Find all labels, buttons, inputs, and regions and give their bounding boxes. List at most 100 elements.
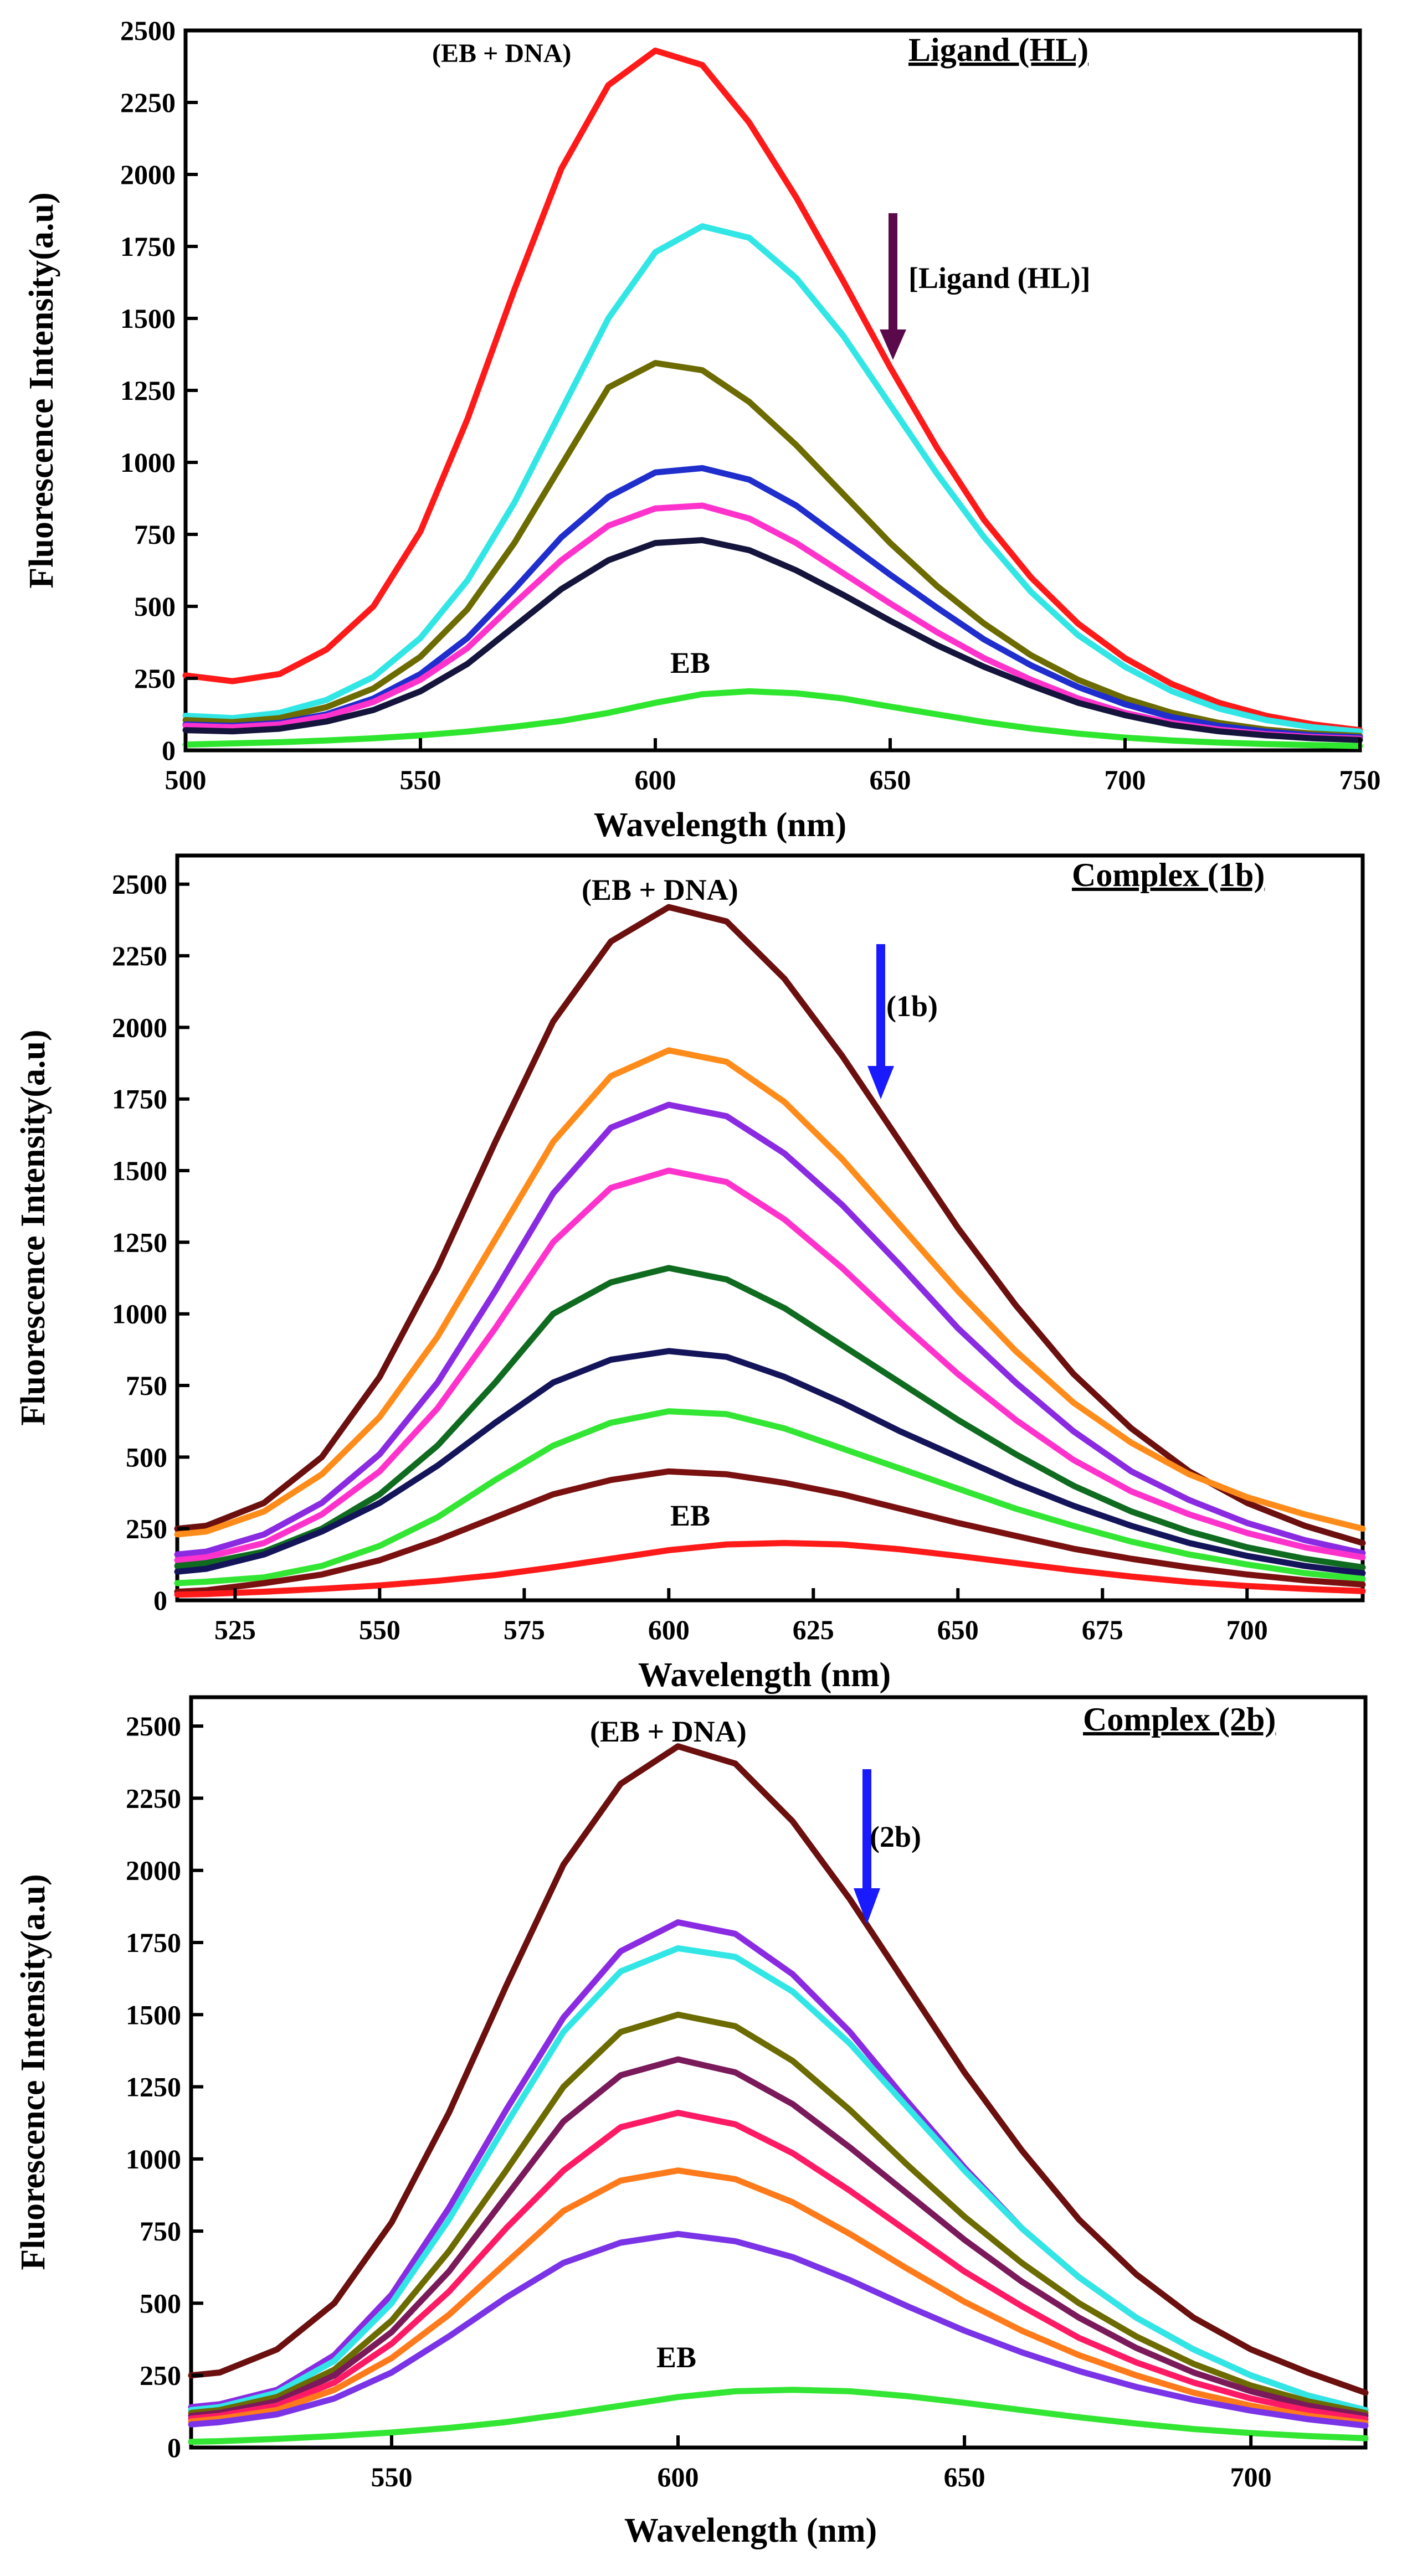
x-tick-label: 500 — [165, 764, 207, 795]
y-tick-label: 750 — [140, 2216, 181, 2247]
panel-complex-2b: 550 600 650 700 0 250 500 750 1000 1250 1500 1750 20… — [14, 1695, 1369, 2549]
plot-frame — [183, 28, 1362, 753]
series-line-5 — [188, 2110, 1369, 2423]
x-tick-label: 550 — [400, 764, 441, 795]
y-tick-label: 1750 — [126, 1927, 181, 1958]
y-tick-label: 250 — [134, 663, 176, 694]
eb-label: EB — [670, 646, 710, 679]
panel-ligand-hl: 500 550 600 650 700 750 0 250 500 750 1000 1250 1500… — [23, 15, 1381, 844]
y-tick-label: 750 — [126, 1370, 167, 1401]
arrow-label: (1b) — [886, 990, 938, 1023]
y-tick-label: 1750 — [120, 231, 176, 262]
series-line-0 — [182, 47, 1363, 734]
y-tick-label: 1250 — [126, 2072, 181, 2103]
y-tick-label: 2000 — [126, 1855, 181, 1886]
x-tick-label: 575 — [504, 1614, 545, 1645]
series-line-7 — [188, 2230, 1369, 2429]
x-tick-label: 550 — [359, 1614, 400, 1645]
panel-title: Ligand (HL) — [908, 32, 1088, 68]
x-tick-label: 750 — [1339, 764, 1381, 795]
y-tick-label: 0 — [162, 735, 176, 766]
arrow-down-icon — [880, 213, 906, 360]
series-line-8 — [188, 2387, 1369, 2445]
y-tick-label: 1000 — [120, 447, 176, 478]
x-tick-label: 600 — [648, 1614, 690, 1645]
x-tick-label: 675 — [1082, 1614, 1123, 1645]
x-axis-label: Wavelength (nm) — [638, 1656, 891, 1694]
y-tick-label: 1250 — [112, 1227, 167, 1258]
y-axis-label: Fluorescence Intensity(a.u) — [14, 1874, 52, 2270]
y-tick-label: 1500 — [112, 1155, 167, 1186]
arrow-label: [Ligand (HL)] — [908, 261, 1091, 295]
eb-label: EB — [656, 2341, 696, 2374]
y-tick-label: 250 — [126, 1513, 167, 1544]
y-tick-label: 1750 — [112, 1084, 167, 1115]
series-line-1 — [174, 1047, 1366, 1538]
panel-title: Complex (1b) — [1072, 857, 1265, 893]
y-tick-label: 500 — [140, 2288, 181, 2319]
x-tick-label: 700 — [1226, 1614, 1268, 1645]
y-tick-label: 2500 — [112, 869, 167, 900]
y-tick-label: 2000 — [120, 159, 176, 190]
arrow-down-icon — [867, 944, 894, 1099]
series-line-0 — [188, 1743, 1369, 2396]
x-tick-label: 700 — [1105, 764, 1146, 795]
eb-label: EB — [670, 1499, 710, 1532]
panel-title: Complex (2b) — [1083, 1701, 1276, 1738]
y-tick-label: 2250 — [120, 87, 176, 118]
x-tick-label: 650 — [944, 2461, 985, 2492]
x-tick-label: 650 — [937, 1614, 979, 1645]
series-line-5 — [182, 537, 1363, 743]
x-tick-label: 625 — [793, 1614, 834, 1645]
y-axis-label: Fluorescence Intensity(a.u) — [23, 192, 60, 588]
x-tick-label: 650 — [870, 764, 911, 795]
plot-frame — [189, 1695, 1368, 2450]
y-tick-label: 500 — [134, 591, 176, 622]
y-tick-label: 1500 — [120, 303, 176, 334]
series-line-2 — [182, 360, 1363, 739]
series-line-2 — [174, 1101, 1366, 1558]
x-tick-label: 600 — [635, 764, 676, 795]
y-tick-label: 2000 — [112, 1012, 167, 1043]
series-line-7 — [174, 1468, 1366, 1595]
x-axis-label: Wavelength (nm) — [624, 2512, 877, 2549]
series-line-3 — [182, 465, 1363, 741]
series-line-4 — [182, 502, 1363, 742]
peak-label: (EB + DNA) — [432, 39, 571, 68]
series-line-6 — [182, 688, 1363, 749]
x-tick-label: 600 — [658, 2461, 699, 2492]
y-tick-label: 2250 — [126, 1782, 181, 1813]
x-tick-label: 700 — [1230, 2461, 1272, 2492]
y-tick-label: 1000 — [112, 1299, 167, 1330]
series-line-6 — [188, 2167, 1369, 2426]
y-tick-label: 0 — [153, 1585, 167, 1616]
y-axis-label: Fluorescence Intensity(a.u) — [14, 1029, 52, 1425]
y-tick-label: 0 — [167, 2432, 181, 2463]
series-line-3 — [188, 2011, 1369, 2416]
y-tick-label: 1500 — [126, 1999, 181, 2030]
series-line-1 — [188, 1919, 1369, 2413]
panel-complex-1b: 525 550 575 600 625 650 675 700 0 250 500 750 1000 12… — [14, 853, 1366, 1694]
peak-label: (EB + DNA) — [590, 1715, 747, 1748]
x-axis-label: Wavelength (nm) — [594, 806, 846, 844]
arrow-label: (2b) — [870, 1820, 921, 1853]
peak-label: (EB + DNA) — [582, 873, 738, 906]
series-line-8 — [174, 1540, 1366, 1598]
series-line-1 — [182, 223, 1363, 735]
y-tick-label: 2250 — [112, 940, 167, 971]
y-tick-label: 2500 — [126, 1711, 181, 1742]
y-tick-label: 500 — [126, 1441, 167, 1472]
y-tick-label: 1250 — [120, 375, 176, 406]
series-line-5 — [174, 1348, 1366, 1576]
series-line-3 — [174, 1167, 1366, 1564]
plot-frame — [175, 853, 1365, 1603]
series-line-4 — [188, 2056, 1369, 2419]
series-line-0 — [174, 904, 1366, 1546]
arrow-down-icon — [854, 1769, 880, 1924]
x-tick-label: 550 — [371, 2461, 412, 2492]
y-tick-label: 2500 — [120, 15, 176, 46]
series-line-4 — [174, 1265, 1366, 1570]
series-line-6 — [174, 1408, 1366, 1586]
y-tick-label: 250 — [140, 2360, 181, 2391]
